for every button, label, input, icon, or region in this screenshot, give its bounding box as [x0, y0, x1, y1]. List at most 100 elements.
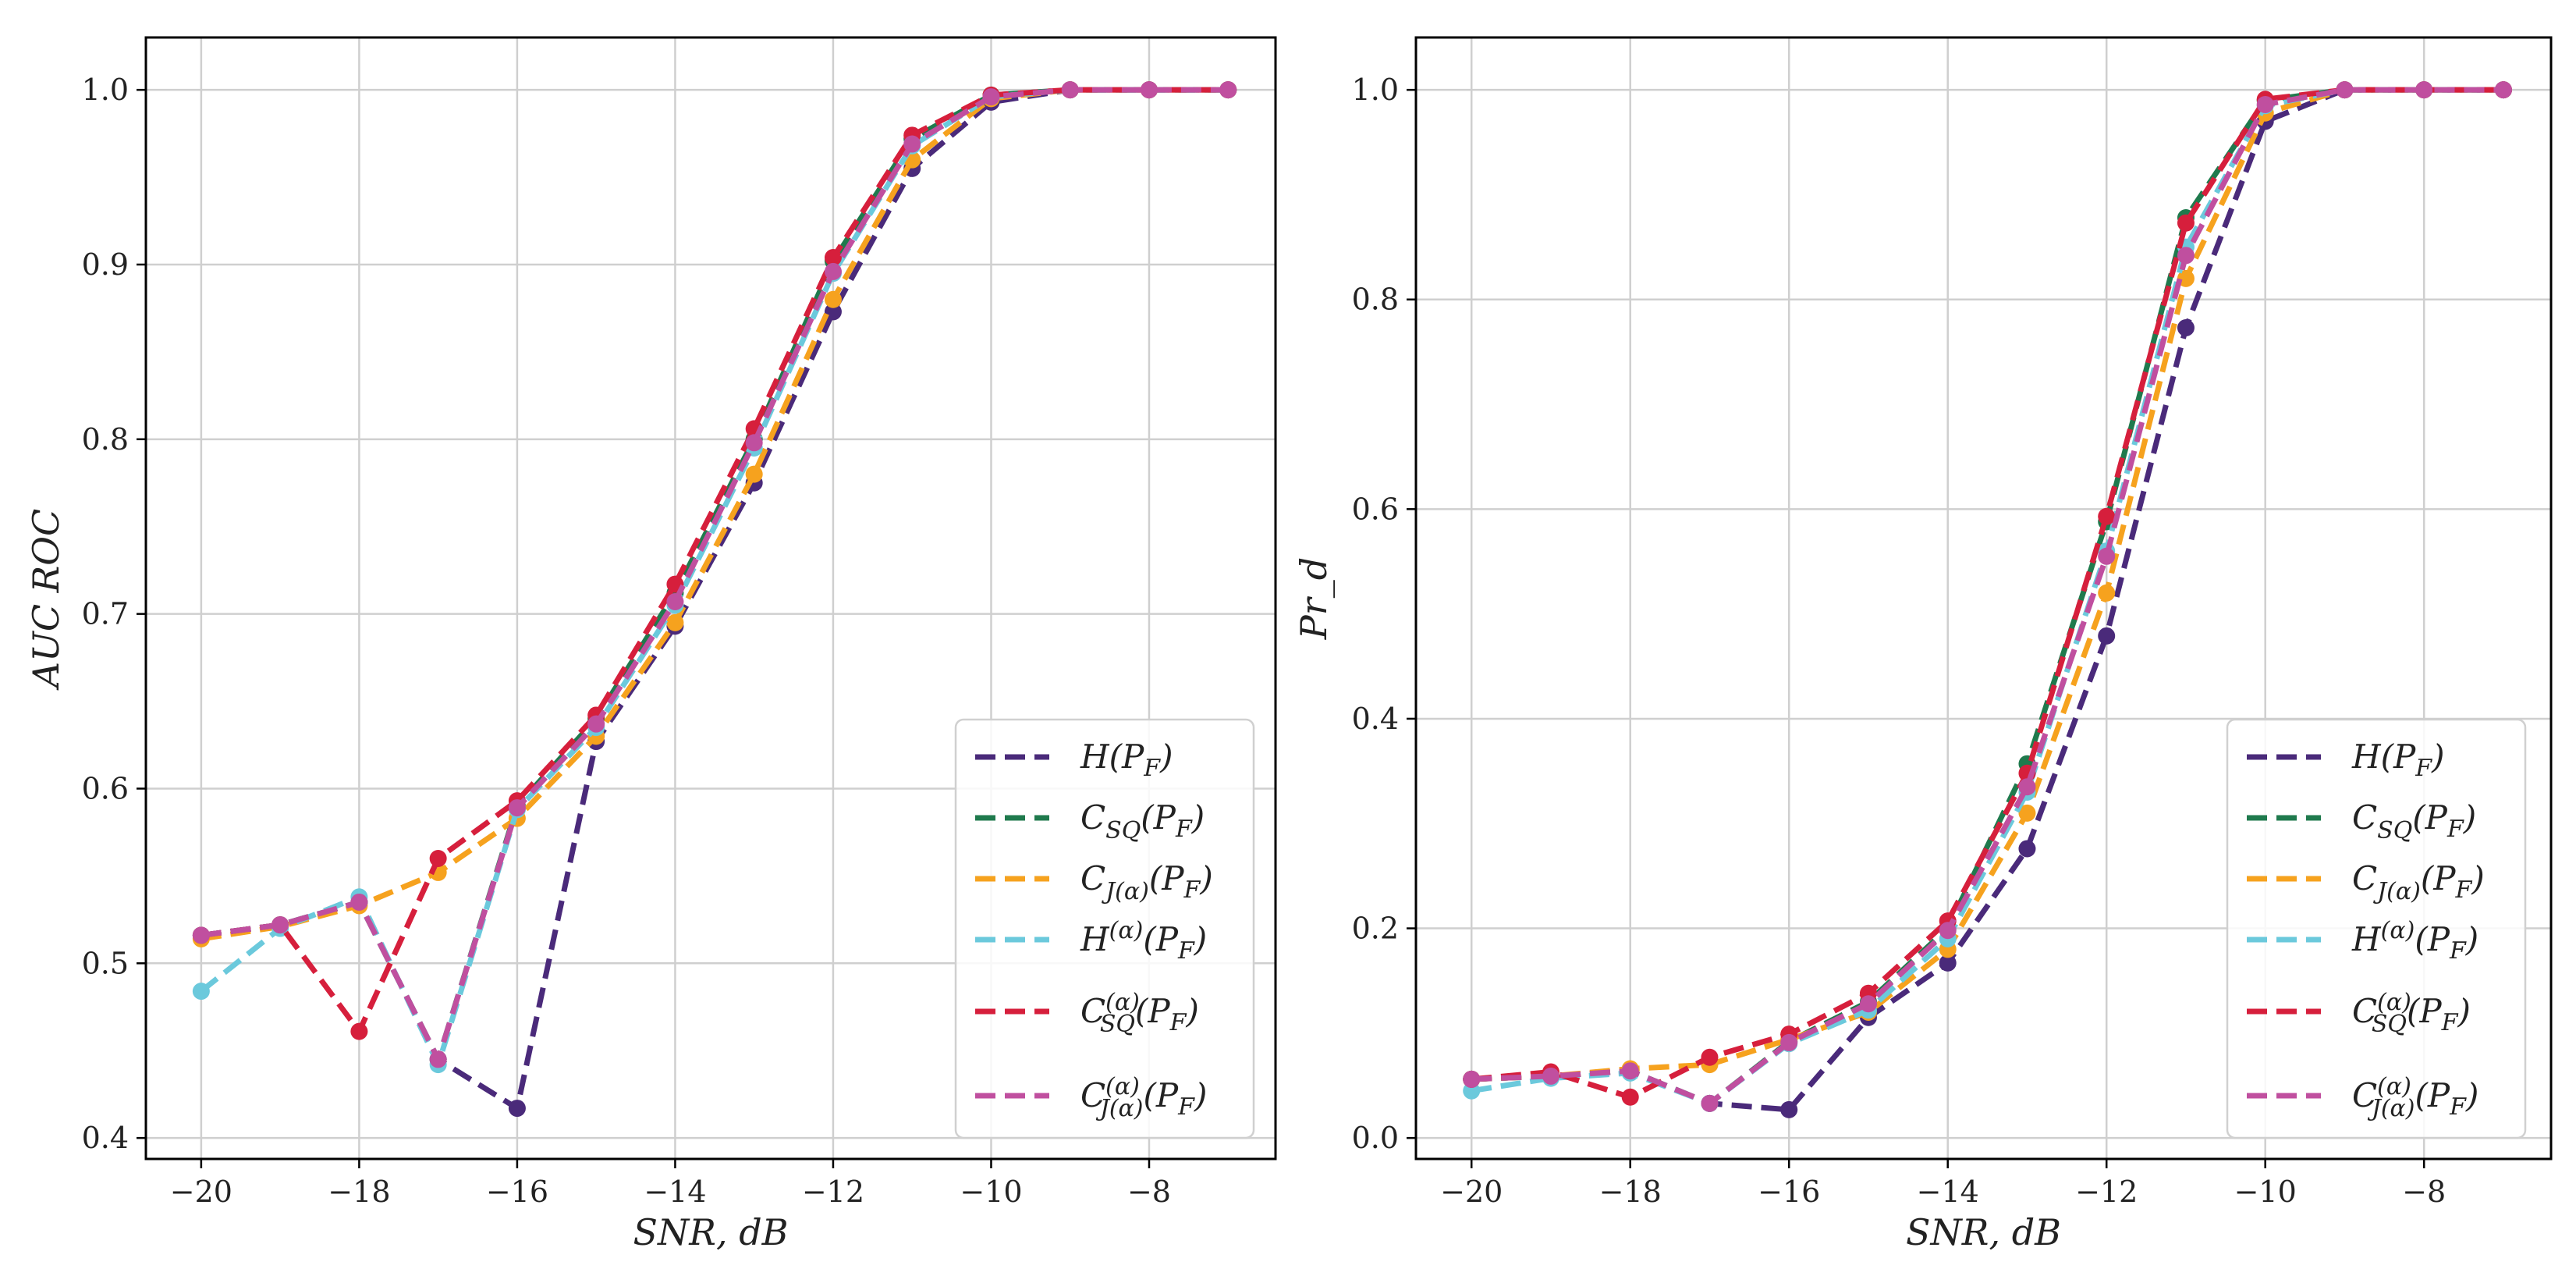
- data-point: [1859, 995, 1877, 1013]
- x-tick-label: −12: [2075, 1175, 2138, 1209]
- data-point: [508, 1100, 526, 1118]
- data-point: [2177, 247, 2195, 265]
- legend-label-h-alpha-p-f: H(α)(PF): [1080, 917, 1207, 965]
- y-tick-label: 0.8: [1352, 283, 1399, 317]
- y-tick-label: 0.5: [82, 946, 129, 980]
- legend-label-c-sq-alpha-p-f: C(α) SQ(PF): [1080, 989, 1199, 1038]
- data-point: [903, 135, 921, 153]
- y-tick-label: 0.4: [82, 1121, 129, 1155]
- data-point: [1780, 1100, 1798, 1118]
- data-point: [1780, 1033, 1798, 1051]
- plot-frame: [1414, 36, 2553, 1160]
- y-tick-label: 0.4: [1352, 702, 1399, 736]
- legend-label-c-j-alpha-p-f: CJ(α)(PF): [1080, 859, 1213, 905]
- y-tick-label: 0.6: [1352, 492, 1399, 526]
- x-tick-label: −10: [2234, 1175, 2297, 1209]
- x-tick-label: −12: [802, 1175, 864, 1209]
- data-point: [271, 916, 289, 934]
- data-point: [1219, 81, 1237, 99]
- legend-label-c-j-alpha-p-f: CJ(α)(PF): [2352, 859, 2485, 905]
- y-tick-label: 0.9: [82, 247, 129, 282]
- series-line: [200, 87, 1229, 1062]
- data-point: [1701, 1048, 1719, 1066]
- data-point: [587, 715, 605, 733]
- y-tick-label: 0.2: [1352, 912, 1399, 946]
- x-tick-label: −14: [644, 1175, 706, 1209]
- x-tick-label: −18: [1599, 1175, 1662, 1209]
- data-point: [508, 799, 526, 817]
- x-tick-label: −20: [1440, 1175, 1503, 1209]
- data-point: [2098, 584, 2116, 602]
- y-tick-label: 0.0: [1352, 1121, 1399, 1155]
- x-axis-label: SNR, dB: [1906, 1211, 2061, 1253]
- x-tick-label: −8: [1127, 1175, 1171, 1209]
- data-point: [1939, 954, 1957, 972]
- legend-box: [954, 718, 1255, 1139]
- x-tick-label: −10: [960, 1175, 1022, 1209]
- legend-label-c-sq-p-f: CSQ(PF): [1080, 798, 1205, 844]
- data-point: [1140, 81, 1158, 99]
- data-point: [1542, 1067, 1559, 1085]
- data-point: [2177, 269, 2195, 287]
- data-point: [192, 983, 210, 1001]
- legend: H(PF) CSQ(PF) CJ(α)(PF) H(α)(PF) C(α) SQ(PF) C…: [954, 718, 1255, 1139]
- series-c-j-alpha-alpha-p-f: [192, 81, 1237, 1068]
- series-c-j-alpha-alpha-p-f: [1463, 81, 2512, 1112]
- legend-box: [2226, 718, 2527, 1139]
- legend-label-c-j-alpha-alpha-p-f: C(α) J(α)(PF): [1080, 1073, 1207, 1122]
- x-axis-label: SNR, dB: [633, 1211, 789, 1253]
- data-point: [824, 249, 842, 267]
- legend-label-c-j-alpha-alpha-p-f: C(α) J(α)(PF): [2352, 1073, 2478, 1122]
- y-axis-label: AUC ROC: [25, 509, 67, 691]
- plot-frame: [144, 36, 1277, 1160]
- data-point: [2098, 627, 2116, 645]
- legend: H(PF) CSQ(PF) CJ(α)(PF) H(α)(PF) C(α) SQ(PF) C…: [2226, 718, 2527, 1139]
- data-point: [982, 88, 1000, 106]
- data-point: [824, 290, 842, 308]
- x-tick-label: −18: [328, 1175, 390, 1209]
- x-tick-label: −16: [1758, 1175, 1820, 1209]
- chart-panel-1: −20 −18 −16 −14 −12 −10 −8 0.4 0.5 0.6 0.7 0.8 0.9 1.…: [25, 36, 1277, 1253]
- y-axis-label: Pr_d: [1293, 557, 1335, 640]
- y-tick-label: 0.7: [82, 597, 129, 631]
- data-point: [745, 434, 763, 452]
- series-line: [200, 87, 1229, 1035]
- chart-panel-2: −20 −18 −16 −14 −12 −10 −8 0.0 0.2 0.4 0.6 0.8 1.0 SN…: [1293, 36, 2553, 1253]
- data-point: [192, 926, 210, 944]
- legend-label-c-sq-p-f: CSQ(PF): [2352, 798, 2476, 844]
- data-point: [745, 465, 763, 483]
- y-tick-label: 0.6: [82, 771, 129, 805]
- data-point: [824, 303, 842, 321]
- legend-label-h-p-f: H(PF): [2351, 738, 2445, 782]
- data-point: [429, 1050, 447, 1068]
- data-point: [350, 1022, 368, 1040]
- data-point: [2098, 547, 2116, 565]
- data-point: [2018, 804, 2036, 822]
- data-point: [1621, 1088, 1639, 1106]
- data-point: [350, 893, 368, 911]
- data-point: [666, 613, 684, 631]
- x-tick-label: −16: [486, 1175, 548, 1209]
- series-line: [1471, 87, 2503, 1107]
- data-point: [2415, 81, 2433, 99]
- data-point: [1463, 1070, 1481, 1088]
- data-point: [2256, 95, 2274, 113]
- legend-label-h-alpha-p-f: H(α)(PF): [2351, 917, 2478, 965]
- y-tick-label: 1.0: [82, 73, 129, 107]
- data-point: [1061, 81, 1079, 99]
- x-tick-label: −8: [2402, 1175, 2446, 1209]
- data-point: [2177, 319, 2195, 337]
- x-tick-label: −20: [170, 1175, 232, 1209]
- y-tick-label: 1.0: [1352, 73, 1399, 107]
- legend-label-c-sq-alpha-p-f: C(α) SQ(PF): [2352, 989, 2471, 1038]
- data-point: [1701, 1094, 1719, 1112]
- data-point: [1621, 1062, 1639, 1080]
- data-point: [2018, 840, 2036, 858]
- data-point: [2177, 214, 2195, 232]
- data-point: [2336, 81, 2354, 99]
- legend-label-h-p-f: H(PF): [1080, 738, 1173, 782]
- data-point: [824, 262, 842, 280]
- data-point: [2098, 507, 2116, 525]
